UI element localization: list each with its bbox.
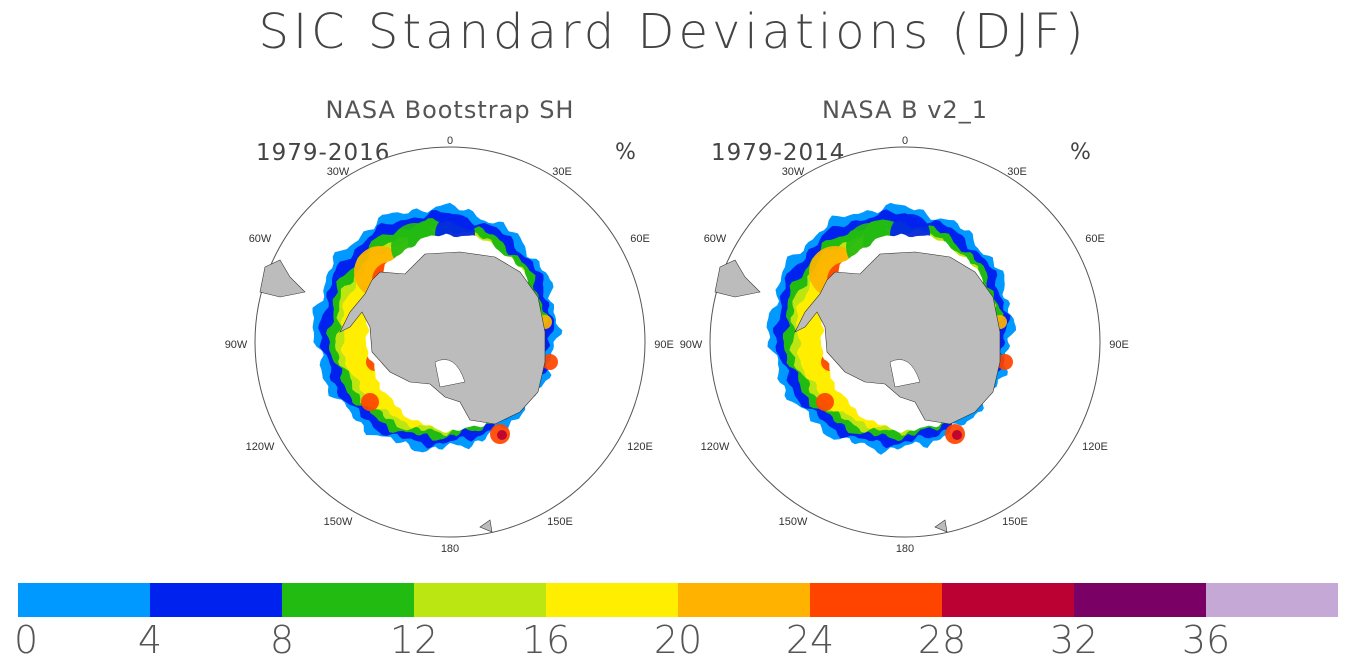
colorbar-tick-label: 4 [137, 618, 163, 662]
colorbar-segment [810, 583, 942, 617]
ice-anomaly-patch [997, 354, 1013, 370]
longitude-label: 60W [249, 233, 272, 245]
map-panel-v2: NASA B v2_1 1979-2014 % 0 30E 60E 90E 120E 15… [675, 92, 1135, 562]
new-zealand-landmass [934, 519, 948, 533]
longitude-label: 90W [225, 339, 248, 351]
new-zealand-landmass [479, 519, 493, 533]
colorbar-tick-label: 20 [653, 618, 703, 662]
ross-ice-shelf [889, 359, 921, 388]
longitude-label: 60W [704, 233, 727, 245]
panel-title: NASA Bootstrap SH [325, 96, 575, 124]
ice-anomaly-patch [361, 393, 379, 411]
period-label: 1979-2016 [256, 140, 391, 166]
colorbar [18, 583, 1338, 617]
polar-map: 0 30E 60E 90E 120E 150E 180 150W 120W 90W 60W 30W [680, 135, 1129, 555]
longitude-label: 180 [896, 543, 914, 555]
longitude-label: 120E [627, 441, 653, 453]
longitude-label: 150W [324, 516, 353, 528]
longitude-label: 60E [630, 233, 650, 245]
ice-anomaly-patch [542, 354, 558, 370]
longitude-label: 30W [327, 166, 350, 178]
period-label: 1979-2014 [711, 140, 846, 166]
longitude-label: 90E [1109, 339, 1129, 351]
colorbar-tick-label: 16 [521, 618, 571, 662]
colorbar-segment [18, 583, 150, 617]
longitude-label: 120W [701, 441, 730, 453]
longitude-label: 60E [1085, 233, 1105, 245]
colorbar-segment [414, 583, 546, 617]
colorbar-tick-label: 0 [14, 618, 39, 662]
unit-label: % [1070, 140, 1091, 165]
longitude-label: 90E [654, 339, 674, 351]
colorbar-tick-label: 32 [1049, 618, 1099, 662]
longitude-label: 90W [680, 339, 703, 351]
colorbar-segment [942, 583, 1074, 617]
longitude-label: 30W [782, 166, 805, 178]
colorbar-segment [282, 583, 414, 617]
longitude-label: 150E [547, 516, 573, 528]
ice-anomaly-patch [816, 393, 834, 411]
figure-title: SIC Standard Deviations (DJF) [258, 4, 1088, 60]
colorbar-tick-label: 12 [389, 618, 439, 662]
longitude-label: 120W [246, 441, 275, 453]
colorbar-labels: 0 4 8 12 16 20 24 28 32 36 [0, 618, 1346, 664]
ross-ice-shelf [434, 359, 466, 388]
polar-map: 0 30E 60E 90E 120E 150E 180 150W 120W 90W 60W 30W [225, 135, 674, 555]
longitude-label: 150E [1002, 516, 1028, 528]
colorbar-tick-label: 28 [917, 618, 967, 662]
colorbar-tick-label: 24 [785, 618, 835, 662]
longitude-label: 120E [1082, 441, 1108, 453]
antarctica-landmass [339, 251, 546, 425]
unit-label: % [615, 140, 636, 165]
colorbar-segment [1074, 583, 1206, 617]
longitude-label: 180 [441, 543, 459, 555]
panel-title: NASA B v2_1 [822, 96, 988, 124]
colorbar-tick-label: 36 [1181, 618, 1231, 662]
colorbar-tick-label: 8 [269, 618, 295, 662]
south-america-landmass [259, 259, 306, 298]
map-panel-bootstrap: NASA Bootstrap SH 1979-2016 % 0 30E 60E 90E… [220, 92, 680, 562]
longitude-label: 30E [1007, 166, 1027, 178]
antarctica-landmass [794, 251, 1001, 425]
colorbar-segment [1206, 583, 1338, 617]
colorbar-segment [546, 583, 678, 617]
longitude-label: 0 [447, 135, 453, 147]
colorbar-segment [678, 583, 810, 617]
longitude-label: 30E [552, 166, 572, 178]
longitude-label: 150W [779, 516, 808, 528]
longitude-label: 0 [902, 135, 908, 147]
colorbar-segment [150, 583, 282, 617]
ice-anomaly-patch [497, 430, 507, 440]
ice-anomaly-patch [952, 430, 962, 440]
south-america-landmass [714, 259, 761, 298]
